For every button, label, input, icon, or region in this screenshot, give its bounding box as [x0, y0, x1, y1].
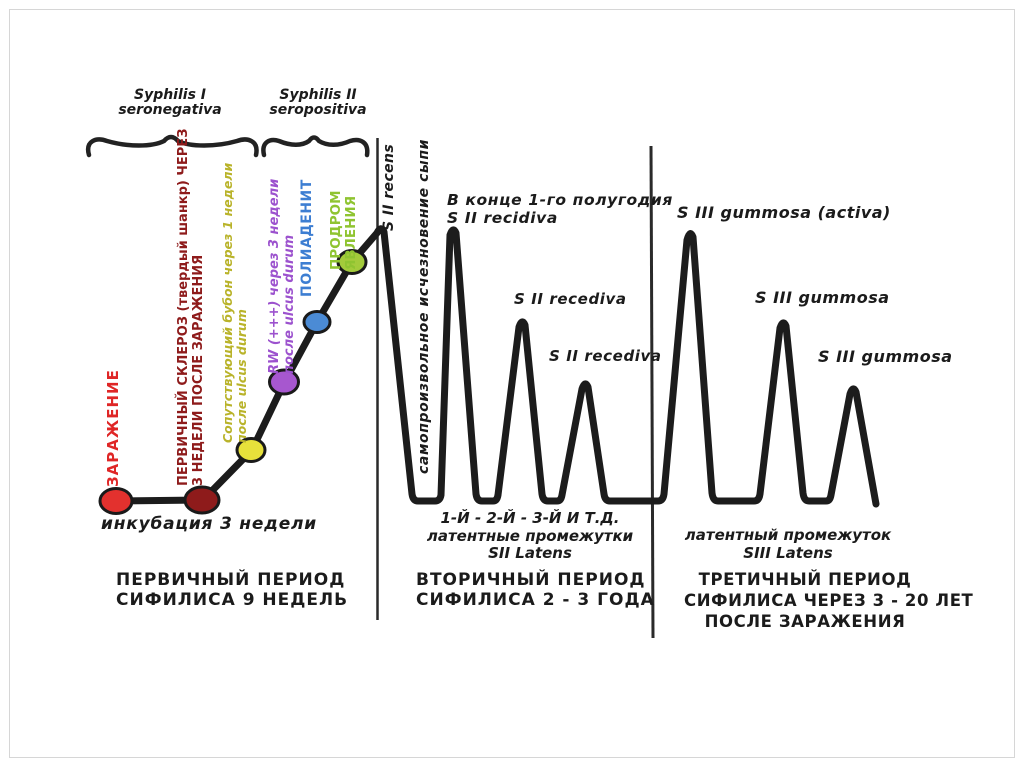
- t-period-line1: ТРЕТИЧНЫЙ ПЕРИОД: [698, 570, 912, 589]
- milestone-label-prodrome: ПРОДРОМ ЯВЛЕНИЯ: [328, 190, 359, 271]
- label-secondary-latent-intervals: 1-Й - 2-Й - 3-Й И Т.Д. латентные промежу…: [406, 509, 654, 563]
- label-s3-gummosa-activa: S III gummosa (activa): [677, 203, 891, 222]
- milestone-label-primary-sclerosis: ПЕРВИЧНЫЙ СКЛЕРОЗ (твердый шанкр) ЧЕРЕЗ …: [176, 129, 206, 486]
- t-latent-line1: латентный промежуток: [684, 526, 892, 544]
- milestone-label-bubo: Сопутствующий бубон через 1 недели после…: [220, 162, 249, 443]
- stage-header-syphilis-2: Syphilis II seropositiva: [248, 88, 388, 118]
- rw-line2: после ulcus durum: [281, 234, 297, 374]
- p-period-line2: СИФИЛИСА 9 НЕДЕЛЬ: [116, 590, 349, 610]
- milestone-dot-sclerosis: [183, 485, 221, 515]
- milestone-dot-infection: [98, 487, 134, 515]
- disease-course-line: [112, 225, 880, 508]
- label-incubation: инкубация 3 недели: [101, 514, 318, 534]
- stage1-line2: seronegativa: [118, 102, 222, 118]
- sclerosis-line1: ПЕРВИЧНЫЙ СКЛЕРОЗ (твердый шанкр) ЧЕРЕЗ: [176, 128, 191, 486]
- label-s2-recens: S II recens: [381, 143, 397, 231]
- milestone-label-rw-reaction: RW (+++) через 3 недели после ulcus duru…: [267, 178, 297, 374]
- brace-syphilis-1-icon: [85, 134, 259, 158]
- milestone-dot-bubo: [235, 437, 267, 463]
- stage2-line1: Syphilis II: [279, 87, 357, 103]
- label-s2-recidiva-peak1: В конце 1-го полугодия S II recidiva: [447, 191, 673, 227]
- label-s3-gummosa-peak2: S III gummosa: [755, 288, 890, 307]
- sclerosis-line2: 3 НЕДЕЛИ ПОСЛЕ ЗАРАЖЕНИЯ: [191, 254, 206, 486]
- bubo-line2: после ulcus durum: [234, 309, 249, 443]
- milestone-label-infection: ЗАРАЖЕНИЕ: [104, 369, 122, 487]
- s-period-line1: ВТОРИЧНЫЙ ПЕРИОД: [416, 570, 646, 590]
- caption-primary-period: ПЕРВИЧНЫЙ ПЕРИОД СИФИЛИСА 9 НЕДЕЛЬ: [116, 570, 349, 610]
- divider-secondary-tertiary: [649, 145, 655, 639]
- t-period-line3: ПОСЛЕ ЗАРАЖЕНИЯ: [704, 612, 906, 631]
- milestone-dot-polyadenitis: [302, 310, 332, 334]
- bubo-line1: Сопутствующий бубон через 1 недели: [220, 162, 235, 443]
- stage1-line1: Syphilis I: [133, 87, 206, 103]
- prodrome-line2: ЯВЛЕНИЯ: [343, 195, 359, 270]
- label-s2-recediva-peak2: S II recediva: [514, 290, 627, 308]
- p-period-line1: ПЕРВИЧНЫЙ ПЕРИОД: [116, 570, 346, 590]
- t-latent-line2: SIII Latens: [743, 543, 833, 562]
- rw-line1: RW (+++) через 3 недели: [267, 178, 282, 374]
- stage-header-syphilis-1: Syphilis I seronegativa: [100, 88, 240, 118]
- label-s3-gummosa-peak3: S III gummosa: [818, 347, 953, 366]
- s-period-line2: СИФИЛИСА 2 - 3 ГОДА: [416, 590, 655, 610]
- stage2-line2: seropositiva: [269, 102, 367, 118]
- s-latent-line2: латентные промежутки: [426, 526, 634, 545]
- slide-frame: [9, 9, 1015, 758]
- milestone-dot-rw: [268, 368, 300, 396]
- caption-tertiary-period: ТРЕТИЧНЫЙ ПЕРИОД СИФИЛИСА ЧЕРЕЗ 3 - 20 Л…: [684, 569, 974, 632]
- caption-secondary-period: ВТОРИЧНЫЙ ПЕРИОД СИФИЛИСА 2 - 3 ГОДА: [416, 570, 655, 610]
- t-period-line2: СИФИЛИСА ЧЕРЕЗ 3 - 20 ЛЕТ: [684, 591, 974, 610]
- s-latent-line1: 1-Й - 2-Й - 3-Й И Т.Д.: [440, 509, 620, 527]
- label-s2-recediva-peak3: S II recediva: [549, 347, 662, 365]
- s2-peak1-line2: S II recidiva: [447, 209, 558, 227]
- milestone-dot-prodrome: [336, 249, 368, 275]
- s2-peak1-line1: В конце 1-го полугодия: [447, 191, 673, 209]
- label-spontaneous-rash-disappearance: самопроизвольное исчезновение сыпи: [416, 139, 432, 474]
- brace-syphilis-2-icon: [261, 135, 370, 158]
- label-tertiary-latent-interval: латентный промежуток SIII Latens: [668, 526, 908, 562]
- milestone-label-polyadenitis: ПОЛИАДЕНИТ: [299, 179, 315, 297]
- prodrome-line1: ПРОДРОМ: [328, 190, 344, 271]
- s-latent-line3: SII Latens: [488, 544, 572, 562]
